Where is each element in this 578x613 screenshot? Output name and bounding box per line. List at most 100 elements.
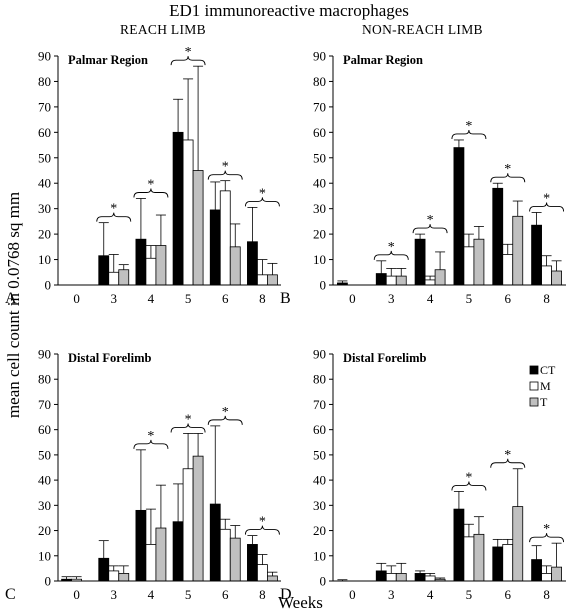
y-tick-label: 10 bbox=[313, 548, 326, 563]
bar-ct-week-3 bbox=[375, 273, 387, 286]
x-tick-label: 4 bbox=[427, 587, 434, 602]
panel-letter: A bbox=[5, 290, 17, 307]
significance-bracket bbox=[373, 250, 409, 260]
x-tick-label: 0 bbox=[73, 291, 80, 306]
bar-t-week-8 bbox=[551, 270, 562, 286]
bar-t-week-4 bbox=[155, 245, 167, 286]
panel-title: Distal Forelimb bbox=[343, 351, 426, 365]
panel-d: 0 10 20 30 40 50 60 70 80 90 0 3 4 * 5 * 6 * 8 Distal Forel… bbox=[280, 347, 566, 603]
x-axis-label: Weeks bbox=[278, 593, 323, 612]
significance-star: * bbox=[222, 160, 229, 175]
bar-ct-week-3 bbox=[375, 570, 387, 582]
y-tick-label: 20 bbox=[313, 523, 326, 538]
y-tick-label: 50 bbox=[313, 447, 326, 462]
bar-t-week-6 bbox=[512, 215, 524, 286]
legend-label-t: T bbox=[540, 395, 548, 409]
x-tick-label: 6 bbox=[222, 291, 229, 306]
x-tick-label: 5 bbox=[466, 587, 473, 602]
bar-m-week-6 bbox=[219, 190, 231, 286]
bar-t-week-6 bbox=[229, 537, 241, 582]
x-tick-label: 3 bbox=[388, 587, 395, 602]
bar-ct-week-4 bbox=[414, 573, 426, 582]
y-tick-label: 30 bbox=[313, 498, 326, 513]
y-tick-label: 90 bbox=[313, 49, 326, 64]
y-tick-label: 70 bbox=[38, 99, 51, 114]
bar-m-week-3 bbox=[385, 275, 397, 286]
bar-ct-week-6 bbox=[492, 546, 504, 582]
bar-ct-week-4 bbox=[135, 509, 147, 582]
significance-bracket bbox=[451, 129, 487, 139]
y-tick-label: 60 bbox=[313, 422, 326, 437]
bar-ct-week-5 bbox=[172, 521, 184, 582]
y-tick-label: 60 bbox=[313, 125, 326, 140]
y-tick-label: 20 bbox=[38, 227, 51, 242]
significance-star: * bbox=[465, 470, 472, 485]
y-tick-label: 10 bbox=[313, 252, 326, 267]
bar-m-week-5 bbox=[463, 246, 475, 286]
panel-c: 0 10 20 30 40 50 60 70 80 90 0 3 * 4 * 5 * 6 * 8 Distal Fore… bbox=[5, 347, 281, 603]
y-tick-label: 70 bbox=[313, 397, 326, 412]
y-tick-label: 40 bbox=[38, 176, 51, 191]
y-tick-label: 40 bbox=[38, 473, 51, 488]
significance-star: * bbox=[427, 213, 434, 228]
y-tick-label: 10 bbox=[38, 548, 51, 563]
bar-m-week-8 bbox=[541, 573, 552, 582]
significance-bracket bbox=[170, 423, 206, 433]
x-tick-label: 0 bbox=[349, 587, 356, 602]
bar-t-week-5 bbox=[473, 533, 485, 582]
bar-ct-week-6 bbox=[209, 503, 221, 582]
y-tick-label: 90 bbox=[38, 347, 51, 362]
significance-star: * bbox=[147, 429, 154, 444]
bar-t-week-3 bbox=[118, 573, 130, 582]
significance-star: * bbox=[543, 191, 550, 206]
y-tick-label: 20 bbox=[313, 227, 326, 242]
bar-t-week-5 bbox=[473, 238, 485, 286]
bar-ct-week-3 bbox=[98, 255, 110, 286]
bar-ct-week-8 bbox=[531, 224, 542, 286]
significance-star: * bbox=[388, 240, 395, 255]
panel-title: Palmar Region bbox=[343, 53, 423, 67]
bar-ct-week-8 bbox=[531, 559, 542, 582]
significance-bracket bbox=[207, 170, 243, 180]
bar-ct-week-8 bbox=[247, 241, 258, 286]
y-tick-label: 50 bbox=[313, 150, 326, 165]
x-tick-label: 8 bbox=[259, 587, 266, 602]
significance-bracket bbox=[133, 188, 169, 198]
bar-m-week-8 bbox=[257, 274, 268, 286]
bar-m-week-6 bbox=[502, 254, 514, 286]
x-tick-label: 5 bbox=[466, 291, 473, 306]
x-tick-label: 6 bbox=[505, 587, 512, 602]
significance-bracket bbox=[529, 533, 565, 543]
column-label-reach-limb: REACH LIMB bbox=[120, 22, 206, 37]
bar-m-week-4 bbox=[145, 257, 157, 286]
panel-b: 0 10 20 30 40 50 60 70 80 90 0 * 3 * 4 * 5 * 6 * 8 Palmar Reg… bbox=[280, 49, 566, 307]
bar-t-week-4 bbox=[155, 527, 167, 582]
x-tick-label: 0 bbox=[349, 291, 356, 306]
significance-star: * bbox=[147, 177, 154, 192]
bar-t-week-5 bbox=[192, 170, 204, 286]
bar-m-week-5 bbox=[463, 536, 475, 582]
x-tick-label: 5 bbox=[185, 587, 192, 602]
x-tick-label: 8 bbox=[543, 291, 550, 306]
y-tick-label: 40 bbox=[313, 473, 326, 488]
legend-swatch-ct bbox=[529, 365, 539, 375]
bar-m-week-5 bbox=[182, 139, 194, 286]
legend-swatch-t bbox=[529, 397, 539, 407]
bar-ct-week-5 bbox=[172, 131, 184, 286]
bar-ct-week-5 bbox=[453, 147, 465, 286]
y-tick-label: 0 bbox=[320, 574, 327, 589]
x-tick-label: 4 bbox=[427, 291, 434, 306]
bar-m-week-5 bbox=[182, 468, 194, 582]
panel-a: 0 10 20 30 40 50 60 70 80 90 0 * 3 * 4 * 5 * 6 * 8 Palmar Reg… bbox=[5, 45, 281, 307]
x-tick-label: 4 bbox=[148, 291, 155, 306]
bar-t-week-8 bbox=[267, 274, 278, 286]
bar-m-week-4 bbox=[424, 279, 436, 286]
x-tick-label: 0 bbox=[73, 587, 80, 602]
significance-star: * bbox=[110, 202, 117, 217]
bar-ct-week-4 bbox=[414, 238, 426, 286]
panel-letter: B bbox=[280, 290, 291, 307]
x-tick-label: 8 bbox=[543, 587, 550, 602]
bar-m-week-3 bbox=[108, 271, 120, 286]
y-tick-label: 90 bbox=[38, 49, 51, 64]
